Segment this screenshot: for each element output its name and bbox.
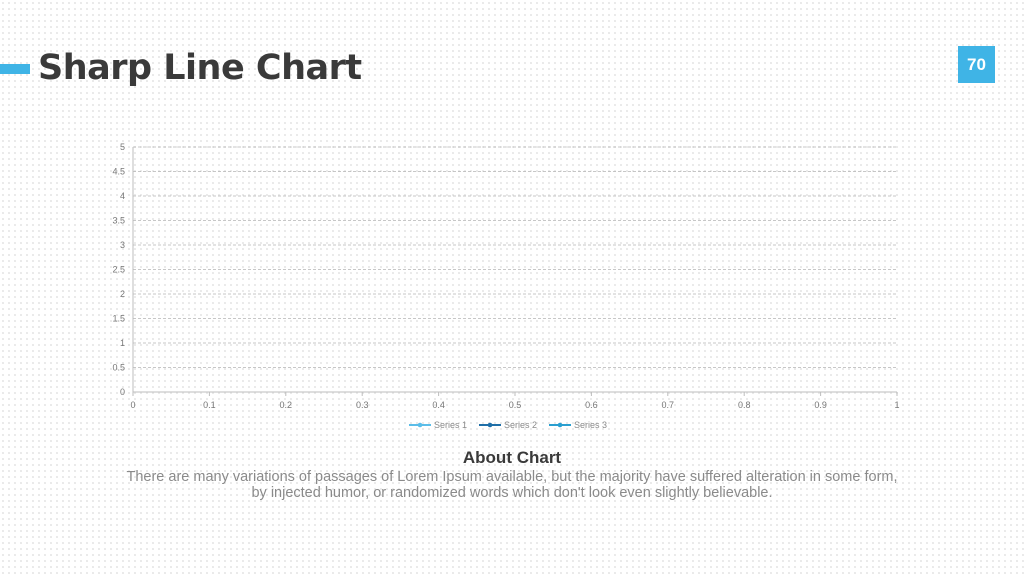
line-chart: 0 0.5 1 1.5 2 2.5 3 3.5 4 4.5 5 0 0.1 0.2 0.3 0.4 0.5 0.6… [112, 142, 899, 430]
title-accent-bar [0, 64, 30, 74]
x-tick-label: 0.5 [509, 400, 522, 410]
legend-marker [487, 422, 493, 428]
legend-marker [417, 422, 423, 428]
x-tick-label: 0 [130, 400, 135, 410]
y-tick-label: 2.5 [112, 265, 125, 275]
x-tick-label: 0.4 [432, 400, 445, 410]
y-tick-label: 1 [120, 338, 125, 348]
x-tick-label: 0.9 [814, 400, 827, 410]
x-tick-label: 0.2 [280, 400, 293, 410]
y-tick-label: 1.5 [112, 314, 125, 324]
y-tick-label: 4.5 [112, 167, 125, 177]
y-tick-label: 3.5 [112, 216, 125, 226]
x-tick-label: 0.8 [738, 400, 751, 410]
x-tick-label: 0.7 [662, 400, 675, 410]
y-tick-label: 3 [120, 240, 125, 250]
page-number-badge: 70 [958, 46, 995, 83]
y-tick-label: 2 [120, 289, 125, 299]
about-chart-title: About Chart [462, 448, 562, 467]
x-tick-label: 0.3 [356, 400, 369, 410]
x-tick-label: 1 [894, 400, 899, 410]
y-tick-label: 5 [120, 142, 125, 152]
y-tick-label: 0.5 [112, 363, 125, 373]
y-tick-label: 4 [120, 191, 125, 201]
legend-label: Series 2 [504, 420, 537, 430]
x-tick-label: 0.1 [203, 400, 216, 410]
y-tick-label: 0 [120, 387, 125, 397]
x-tick-label: 0.6 [585, 400, 598, 410]
about-chart-section: About Chart There are many variations of… [120, 447, 904, 501]
legend-label: Series 3 [574, 420, 607, 430]
legend-label: Series 1 [434, 420, 467, 430]
legend-marker [557, 422, 563, 428]
about-chart-text: There are many variations of passages of… [126, 469, 898, 501]
page-title: Sharp Line Chart [38, 48, 362, 88]
